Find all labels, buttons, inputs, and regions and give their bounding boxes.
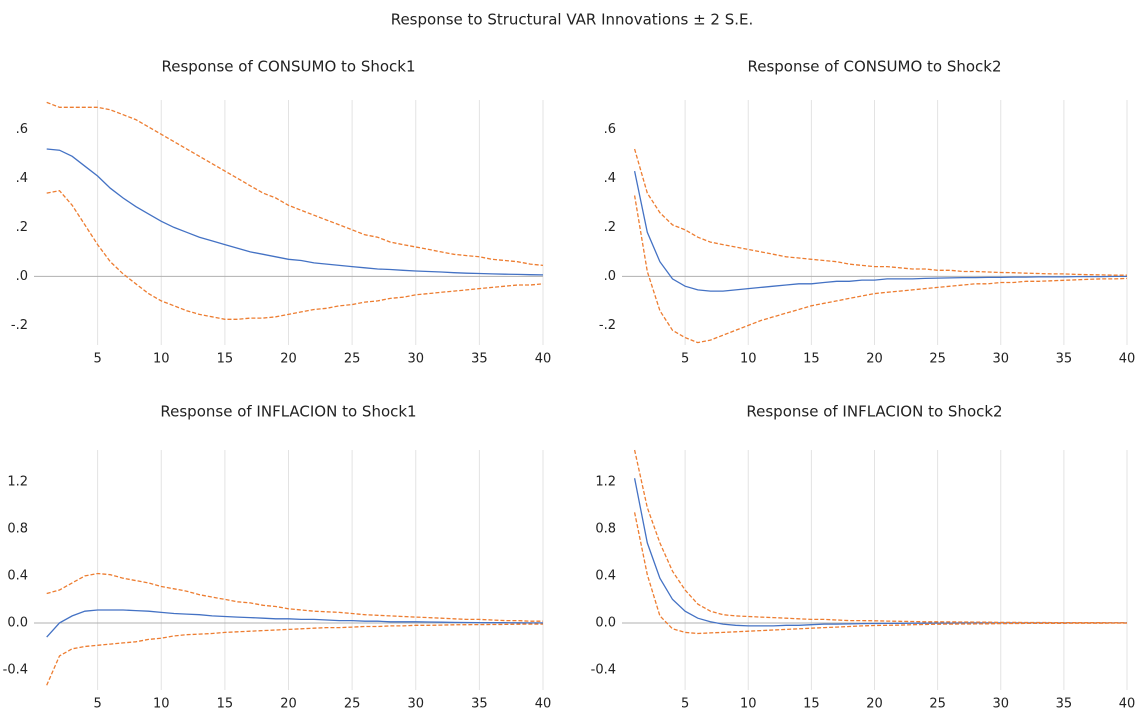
response-line: [46, 148, 544, 276]
y-tick-label: -.2: [11, 318, 28, 333]
x-tick-label: 30: [407, 352, 424, 367]
band-line: [46, 189, 544, 320]
x-tick-label: 15: [803, 697, 820, 712]
x-tick-label: 30: [407, 697, 424, 712]
y-tick-label: 0.8: [595, 521, 616, 536]
x-tick-label: 25: [929, 697, 946, 712]
x-tick-label: 10: [740, 352, 757, 367]
x-tick-label: 25: [344, 352, 361, 367]
x-tick-label: 25: [929, 352, 946, 367]
panel-title: Response of INFLACION to Shock2: [746, 403, 1002, 421]
x-tick-label: 40: [535, 697, 552, 712]
band-line: [633, 449, 1127, 624]
y-tick-label: 1.2: [7, 474, 28, 489]
x-tick-label: 20: [280, 697, 297, 712]
panel-title: Response of INFLACION to Shock1: [160, 403, 416, 421]
x-tick-label: 30: [992, 352, 1009, 367]
y-tick-label: 0.0: [595, 615, 616, 630]
x-tick-label: 20: [866, 697, 883, 712]
y-tick-label: 0.0: [7, 615, 28, 630]
band-line: [46, 101, 544, 267]
y-tick-label: 1.2: [595, 474, 616, 489]
x-tick-label: 30: [992, 697, 1009, 712]
x-tick-label: 10: [153, 352, 170, 367]
response-line: [633, 170, 1127, 292]
band-line: [46, 623, 543, 686]
response-line: [46, 609, 543, 638]
x-tick-label: 5: [93, 697, 101, 712]
x-tick-label: 20: [280, 352, 297, 367]
band-line: [46, 572, 543, 622]
x-tick-label: 10: [740, 697, 757, 712]
y-tick-label: .6: [604, 122, 616, 137]
y-tick-label: 0.8: [7, 521, 28, 536]
y-tick-label: .6: [16, 122, 28, 137]
y-tick-label: .0: [16, 269, 28, 284]
y-tick-label: .2: [604, 220, 616, 235]
y-tick-label: -0.4: [3, 663, 28, 678]
x-tick-label: 40: [1119, 697, 1136, 712]
x-tick-label: 40: [535, 352, 552, 367]
y-tick-label: -0.4: [591, 663, 616, 678]
panel-title: Response of CONSUMO to Shock1: [161, 58, 415, 76]
y-tick-label: 0.4: [7, 568, 28, 583]
x-tick-label: 20: [866, 352, 883, 367]
x-tick-label: 35: [471, 352, 488, 367]
band-line: [633, 148, 1127, 276]
y-tick-label: .0: [604, 269, 616, 284]
x-tick-label: 25: [344, 697, 361, 712]
figure-title: Response to Structural VAR Innovations ±…: [391, 11, 754, 29]
y-tick-label: -.2: [599, 318, 616, 333]
x-tick-label: 40: [1119, 352, 1136, 367]
panel-title: Response of CONSUMO to Shock2: [747, 58, 1001, 76]
x-tick-label: 5: [681, 697, 689, 712]
band-line: [633, 512, 1127, 635]
x-tick-label: 10: [153, 697, 170, 712]
y-tick-label: .4: [16, 171, 28, 186]
x-tick-label: 15: [803, 352, 820, 367]
y-tick-label: 0.4: [595, 568, 616, 583]
x-tick-label: 15: [217, 697, 234, 712]
x-tick-label: 15: [217, 352, 234, 367]
response-line: [633, 478, 1127, 627]
x-tick-label: 35: [1056, 697, 1073, 712]
y-tick-label: .4: [604, 171, 616, 186]
band-line: [633, 195, 1128, 344]
x-tick-label: 35: [1056, 352, 1073, 367]
x-tick-label: 5: [93, 352, 101, 367]
y-tick-label: .2: [16, 220, 28, 235]
x-tick-label: 5: [681, 352, 689, 367]
x-tick-label: 35: [471, 697, 488, 712]
